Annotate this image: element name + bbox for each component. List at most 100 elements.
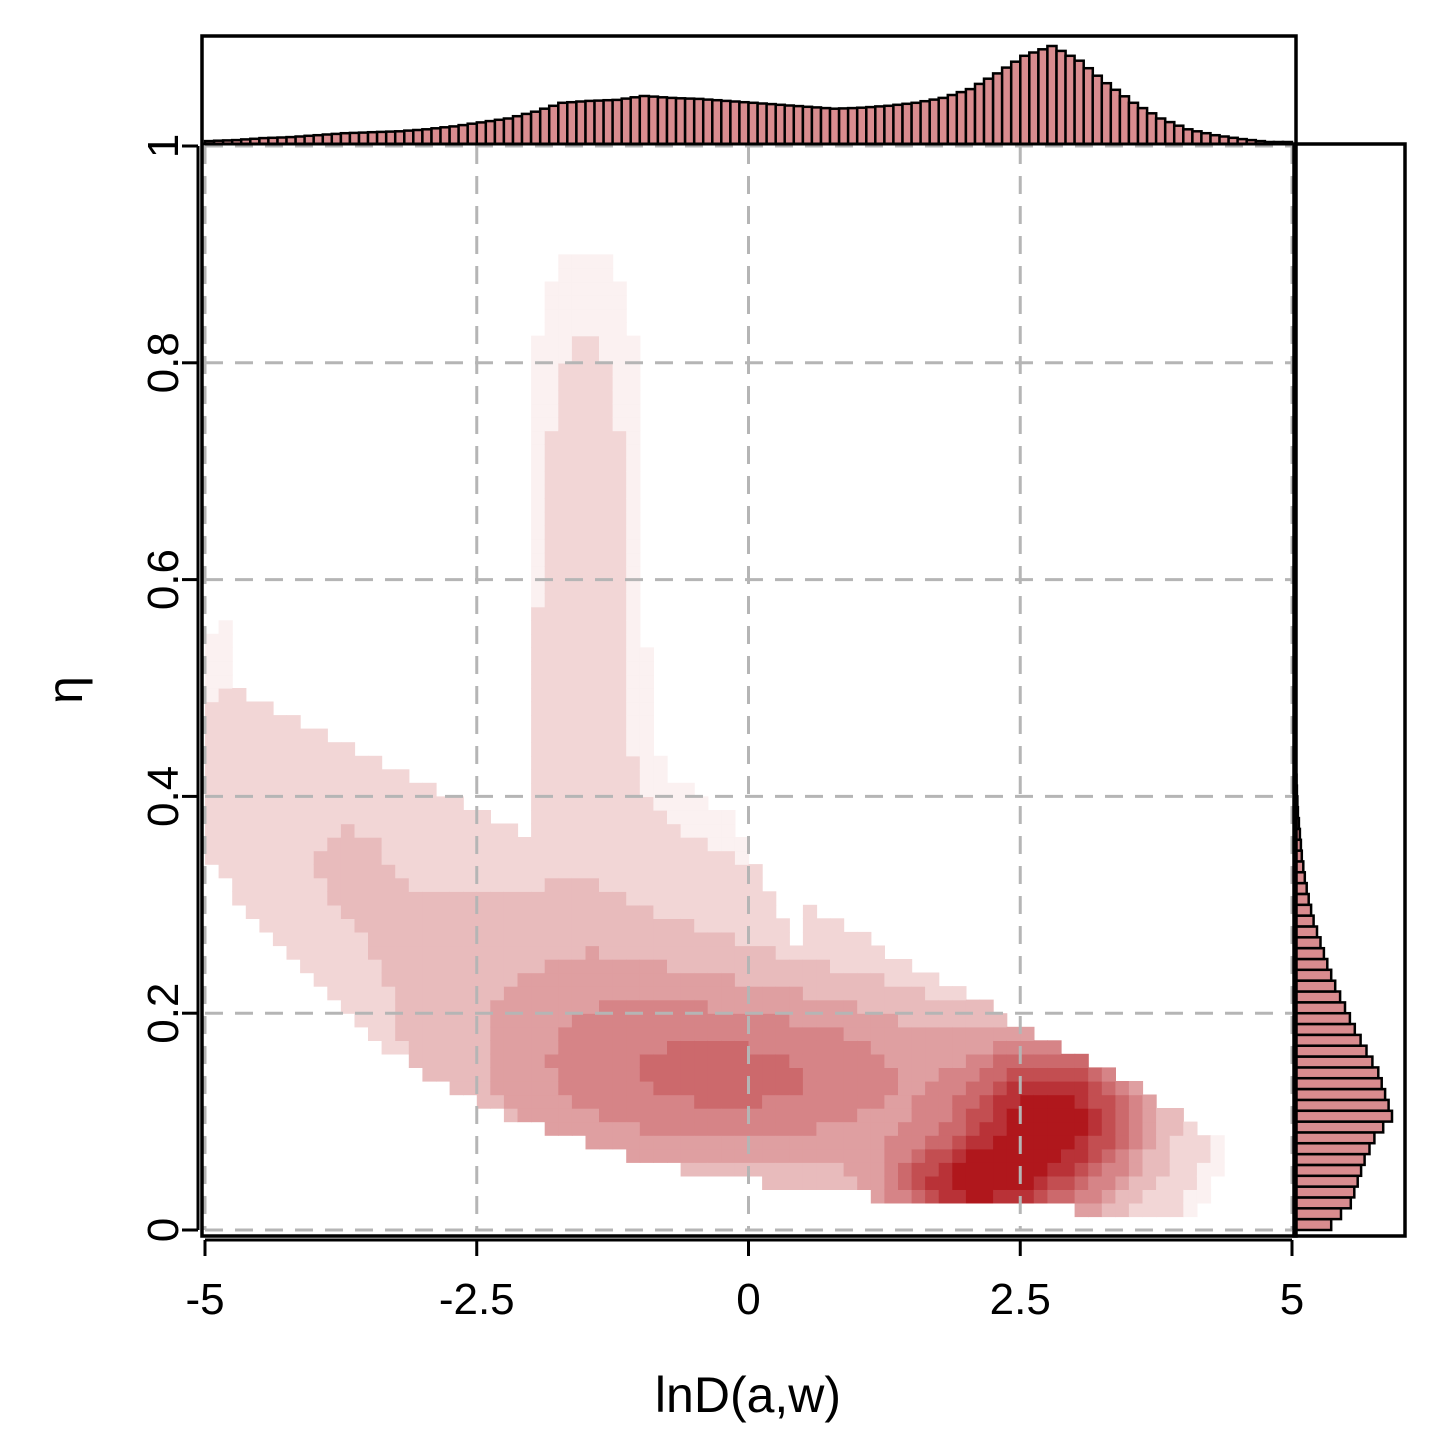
- heatmap-cell: [1101, 1081, 1116, 1096]
- heatmap-cell: [585, 1094, 600, 1109]
- heatmap-cell: [585, 430, 600, 445]
- heatmap-cell: [802, 918, 818, 933]
- heatmap-cell: [1169, 1148, 1184, 1163]
- heatmap-cell: [476, 850, 491, 865]
- heatmap-cell: [218, 728, 233, 743]
- heatmap-cell: [544, 945, 559, 960]
- heatmap-cell: [422, 918, 437, 933]
- heatmap-cell: [571, 389, 587, 405]
- heatmap-cell: [898, 972, 913, 987]
- heatmap-cell: [300, 755, 315, 770]
- heatmap-cell: [639, 647, 654, 662]
- heatmap-cell: [218, 620, 233, 635]
- heatmap-cell: [1196, 1148, 1212, 1163]
- heatmap-cell: [721, 877, 736, 892]
- heatmap-cell: [205, 715, 220, 730]
- heatmap-cell: [979, 1094, 994, 1109]
- heatmap-cell: [639, 810, 654, 825]
- heatmap-cell: [1006, 1094, 1021, 1109]
- heatmap-cell: [436, 1026, 451, 1041]
- heatmap-cell: [667, 1040, 682, 1055]
- heatmap-cell: [1156, 1121, 1171, 1136]
- heatmap-cell: [205, 688, 220, 703]
- heatmap-cell: [979, 1175, 994, 1190]
- heatmap-cell: [952, 1162, 967, 1177]
- heatmap-cell: [259, 715, 274, 730]
- heatmap-cell: [612, 308, 627, 323]
- heatmap-cell: [857, 1067, 872, 1082]
- heatmap-cell: [734, 972, 750, 987]
- heatmap-cell: [585, 457, 600, 472]
- histogram-bar-x: [602, 98, 614, 146]
- heatmap-cell: [232, 688, 247, 703]
- heatmap-cell: [911, 1040, 926, 1055]
- heatmap-cell: [571, 945, 587, 960]
- heatmap-cell: [898, 1189, 913, 1204]
- heatmap-cell: [449, 931, 464, 947]
- heatmap-cell: [436, 877, 451, 892]
- heatmap-cell: [436, 945, 451, 960]
- heatmap-cell: [694, 1040, 709, 1055]
- heatmap-cell: [381, 1026, 396, 1041]
- heatmap-cell: [911, 999, 926, 1014]
- heatmap-cell: [436, 1053, 451, 1068]
- heatmap-cell: [653, 796, 668, 811]
- heatmap-cell: [558, 525, 573, 540]
- heatmap-cell: [639, 1148, 654, 1163]
- heatmap-cell: [599, 769, 614, 784]
- heatmap-cell: [1128, 1175, 1144, 1190]
- heatmap-cell: [830, 1094, 845, 1109]
- heatmap-cell: [395, 810, 410, 825]
- heatmap-cell: [599, 633, 614, 648]
- heatmap-cell: [694, 1121, 709, 1136]
- heatmap-cell: [531, 525, 546, 540]
- heatmap-cell: [667, 782, 682, 797]
- heatmap-cell: [503, 864, 519, 879]
- heatmap-cell: [313, 877, 328, 892]
- heatmap-cell: [531, 931, 546, 947]
- heatmap-cell: [830, 1108, 845, 1123]
- heatmap-cell: [571, 986, 587, 1001]
- heatmap-cell: [639, 769, 654, 784]
- heatmap-cell: [558, 810, 573, 825]
- heatmap-cell: [626, 701, 641, 716]
- histogram-bar-x: [638, 94, 651, 146]
- heatmap-cell: [762, 986, 777, 1001]
- heatmap-cell: [408, 1013, 423, 1028]
- heatmap-cell: [1020, 1094, 1035, 1109]
- heatmap-cell: [544, 688, 559, 703]
- heatmap-cell: [762, 999, 777, 1014]
- heatmap-cell: [571, 620, 587, 635]
- histogram-bar-y: [1292, 968, 1333, 982]
- heatmap-cell: [503, 1067, 519, 1082]
- heatmap-cell: [300, 837, 315, 852]
- heatmap-cell: [748, 1067, 763, 1082]
- heatmap-cell: [626, 796, 641, 811]
- heatmap-cell: [1047, 1162, 1062, 1177]
- heatmap-cell: [612, 999, 627, 1014]
- histogram-bar-x: [846, 106, 859, 146]
- heatmap-cell: [381, 972, 396, 987]
- heatmap-cell: [748, 931, 763, 947]
- heatmap-cell: [585, 701, 600, 716]
- heatmap-cell: [653, 837, 668, 852]
- heatmap-cell: [612, 837, 627, 852]
- heatmap-cell: [463, 918, 478, 933]
- heatmap-cell: [626, 498, 641, 513]
- heatmap-cell: [381, 782, 396, 797]
- heatmap-cell: [218, 755, 233, 770]
- histogram-bar-x: [566, 100, 578, 146]
- heatmap-cells: [205, 254, 1225, 1218]
- heatmap-cell: [368, 945, 383, 960]
- heatmap-cell: [1006, 1135, 1021, 1150]
- heatmap-cell: [667, 1013, 682, 1028]
- heatmap-cell: [300, 904, 315, 919]
- histogram-bar-x: [493, 118, 506, 146]
- heatmap-cell: [612, 782, 627, 797]
- heatmap-cell: [232, 850, 247, 865]
- heatmap-cell: [626, 959, 641, 974]
- heatmap-cell: [1128, 1162, 1144, 1177]
- heatmap-cell: [707, 877, 722, 892]
- heatmap-cell: [313, 837, 328, 852]
- heatmap-cell: [1061, 1081, 1076, 1096]
